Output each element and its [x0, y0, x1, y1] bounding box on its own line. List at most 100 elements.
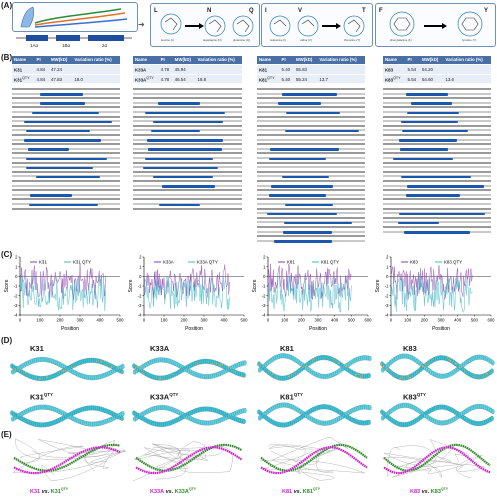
- panel-label-d: (D): [1, 336, 13, 345]
- helix-bar: [399, 212, 485, 216]
- table-cell: 18.8: [195, 73, 242, 84]
- sequence-text-line: [257, 134, 365, 136]
- helix-bar: [162, 185, 216, 188]
- side-chain: [355, 373, 357, 376]
- legend-label: K31: [39, 260, 47, 265]
- y-tick-label: -4: [14, 313, 18, 318]
- qty-helix-trace: [383, 443, 491, 472]
- sequence-text-line: [12, 161, 120, 164]
- helix-bar: [25, 166, 93, 170]
- helix-bar: [24, 139, 101, 142]
- helix-bar: [151, 129, 200, 133]
- y-tick-label: 0: [386, 274, 389, 279]
- sequence-alignment-k33a: [133, 86, 242, 214]
- sequence-text-line: [133, 115, 242, 118]
- sequence-text-line: [257, 120, 365, 123]
- sequence-text-line: [383, 97, 491, 100]
- property-table-k33a: Name PI MW(kD) Variation ratio (%) K33A 4.78…: [133, 56, 242, 84]
- y-tick-label: -1: [14, 284, 18, 289]
- helix-turn: [243, 407, 247, 414]
- sequence-text-line: [133, 97, 242, 100]
- y-axis-label: Score: [252, 279, 258, 292]
- table-cell: 4.78: [158, 63, 173, 75]
- loop-trace: [12, 445, 126, 474]
- helix-bar: [406, 93, 449, 96]
- table-row: K31QTY 4.84 47.83 18.0: [12, 73, 120, 84]
- helix-bar: [397, 221, 440, 225]
- sequence-text-line: [383, 189, 491, 192]
- sequence-text-line: [257, 115, 365, 118]
- table-cell: 13.7: [317, 73, 365, 84]
- aa-letter: I: [265, 8, 267, 14]
- side-chain: [18, 369, 21, 372]
- table-cell: K83QTY: [383, 73, 406, 84]
- y-tick-label: -1: [385, 284, 389, 289]
- aa-letter: N: [207, 8, 212, 14]
- x-tick-label: 400: [331, 318, 339, 323]
- sequence-text-line: [133, 207, 242, 210]
- side-chain: [311, 360, 314, 363]
- side-chain: [358, 373, 361, 376]
- sequence-text-line: [383, 161, 491, 164]
- aa-letter: L: [154, 8, 158, 14]
- structure-label: K31: [30, 344, 44, 353]
- y-tick-label: -1: [138, 284, 142, 289]
- x-tick-label: 200: [298, 318, 306, 323]
- helix-bar: [400, 120, 458, 124]
- sequence-text-line: [133, 143, 242, 146]
- overlay-k31: [12, 438, 126, 481]
- side-chain: [38, 378, 41, 381]
- sequence-text-line: [12, 189, 120, 192]
- helix-bar: [285, 203, 334, 207]
- sequence-text-line: [133, 170, 242, 173]
- table-header: MW(kD): [293, 56, 318, 65]
- side-chain: [345, 365, 347, 368]
- y-tick-label: -3: [138, 303, 142, 308]
- sequence-text-line: [12, 134, 120, 136]
- aa-caption: asparagine (N): [203, 38, 222, 42]
- sequence-text-line: [12, 106, 120, 109]
- property-table-k81: Name PI MW(kD) Variation ratio (%) K81 5.40 5…: [257, 56, 365, 84]
- sequence-alignment-k81: [257, 86, 365, 244]
- side-chain: [482, 374, 485, 377]
- series-line-native: [19, 263, 106, 300]
- sequence-text-line: [133, 180, 242, 182]
- sequence-text-line: [257, 207, 365, 210]
- structure-k31-qty: [10, 404, 125, 428]
- aa-caption: valine (V): [300, 38, 312, 42]
- side-chain: [240, 375, 243, 377]
- table-header: Variation ratio (%): [443, 56, 491, 65]
- y-tick-label: 0: [15, 274, 18, 279]
- table-cell: 54.60: [419, 73, 444, 84]
- table-cell: K81QTY: [257, 73, 280, 84]
- aa-letter: Q: [249, 8, 254, 14]
- sequence-text-line: [257, 161, 365, 164]
- table-cell: 5.40: [279, 63, 294, 75]
- helix-turn: [242, 419, 246, 425]
- substitution-box-lnq: L N Q leucine (L) asparagine (N) glutami…: [150, 3, 260, 47]
- helix-bar: [145, 111, 226, 115]
- table-header: MW(kD): [419, 56, 444, 65]
- sequence-text-line: [12, 170, 120, 173]
- side-chain: [399, 377, 402, 380]
- sequence-text-line: [383, 198, 491, 201]
- sequence-text-line: [133, 134, 242, 136]
- structure-k33a: [132, 357, 247, 381]
- sequence-text-line: [257, 138, 365, 141]
- table-cell: 5.54: [405, 73, 420, 84]
- sequence-text-line: [12, 97, 120, 100]
- helix-bar: [270, 185, 334, 188]
- side-chain: [234, 371, 236, 373]
- aa-caption: phenylalanine (F): [390, 38, 412, 42]
- sequence-text-line: [257, 97, 365, 100]
- table-cell: [72, 63, 120, 75]
- helix-turn: [368, 405, 372, 411]
- side-chain: [448, 358, 451, 361]
- helix-turn: [491, 409, 495, 415]
- helix-turn: [490, 415, 494, 421]
- side-chain: [276, 377, 279, 379]
- y-tick-label: -4: [385, 313, 389, 318]
- y-tick-label: -3: [385, 303, 389, 308]
- table-cell: K81: [257, 63, 280, 75]
- table-cell: K33A: [133, 63, 159, 75]
